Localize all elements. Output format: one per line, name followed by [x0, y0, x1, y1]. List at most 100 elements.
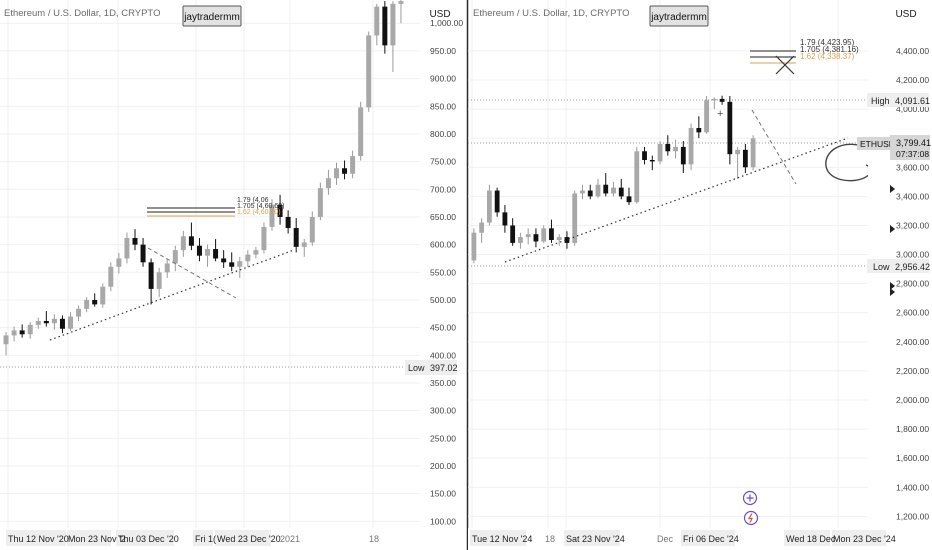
- candle: [680, 141, 686, 174]
- candle: [366, 31, 372, 112]
- right-price-tag-value: 3,799.41: [896, 138, 931, 148]
- candle-body: [471, 232, 477, 261]
- candle: [665, 135, 671, 156]
- y-tick-label: 350.00: [430, 378, 456, 388]
- right-high-marker-box: [867, 93, 929, 107]
- y-tick-label: 4,400.00: [896, 46, 929, 56]
- right-chart-pane[interactable]: 1.79 (4,423.95) 1.705 (4,381.16) 1.62 (4…: [468, 0, 932, 550]
- right-dashed-projection[interactable]: [751, 109, 797, 185]
- candle: [727, 96, 733, 165]
- candle-body: [148, 262, 154, 289]
- candle-body: [3, 335, 9, 345]
- candle-body: [680, 146, 686, 165]
- candle-body: [502, 212, 508, 226]
- left-x-label: Thu 03 Dec '20: [118, 534, 179, 544]
- left-x-label: Thu 12 Nov '20: [8, 534, 69, 544]
- y-tick-label: 150.00: [430, 489, 456, 499]
- left-x-label-box-5: [215, 530, 271, 546]
- candle: [43, 311, 49, 327]
- candle: [595, 178, 601, 198]
- candle: [611, 181, 616, 197]
- left-vertical-gridlines: [7, 0, 374, 528]
- right-fib-label-1: 1.79 (4,423.95): [800, 38, 855, 47]
- right-x-label: Dec: [657, 534, 674, 544]
- candle-body: [277, 204, 283, 217]
- candle-body: [587, 190, 593, 197]
- right-x-label-box-1: [470, 530, 526, 546]
- candle: [673, 139, 678, 159]
- candle: [301, 239, 307, 257]
- candle: [84, 297, 90, 313]
- candle: [132, 229, 138, 251]
- y-tick-label: 1,000.00: [430, 18, 463, 28]
- left-x-label: Mon 23 Nov '2: [68, 534, 126, 544]
- candle-body: [43, 321, 49, 324]
- candle-body: [11, 330, 17, 336]
- candle-body: [704, 100, 709, 133]
- candle-body: [572, 193, 578, 243]
- candle-body: [603, 184, 609, 194]
- candle: [742, 144, 748, 174]
- y-tick-label: 650.00: [430, 212, 456, 222]
- candle: [277, 194, 283, 225]
- candle-body: [27, 324, 33, 335]
- right-axis-alert-arrow-icon[interactable]: [890, 288, 895, 296]
- candle: [92, 293, 98, 307]
- candle: [486, 184, 492, 226]
- right-axis-alert-arrow-icon[interactable]: [890, 225, 895, 233]
- right-symbol-title: Ethereum / U.S. Dollar, 1D, CRYPTO: [473, 8, 629, 19]
- candle-body: [374, 6, 380, 36]
- y-tick-label: 2,200.00: [896, 366, 929, 376]
- y-tick-label: 2,800.00: [896, 279, 929, 289]
- candle-body: [188, 236, 194, 246]
- candle: [180, 230, 186, 257]
- y-tick-label: 3,400.00: [896, 191, 929, 201]
- left-price-axis[interactable]: [420, 0, 468, 528]
- candle-body: [229, 262, 235, 267]
- candle: [285, 210, 291, 234]
- candle: [688, 123, 694, 171]
- candle: [229, 252, 235, 272]
- candle-body: [518, 237, 523, 243]
- left-trendline[interactable]: [49, 249, 295, 341]
- candle-body: [719, 98, 725, 102]
- right-x-label-box-3: [564, 530, 620, 546]
- candle: [398, 0, 404, 24]
- left-dashed-projection[interactable]: [147, 247, 237, 299]
- right-axis-alert-arrow-icon[interactable]: [890, 282, 895, 290]
- candle: [572, 190, 578, 246]
- right-axis-alert-arrow-icon[interactable]: [890, 185, 895, 193]
- candle: [696, 116, 702, 139]
- candle-body: [253, 250, 259, 255]
- candle-body: [742, 149, 748, 168]
- right-price-tag-box[interactable]: [890, 135, 930, 160]
- candle-body: [35, 321, 41, 325]
- left-currency-label[interactable]: USD: [429, 9, 450, 20]
- candle: [649, 155, 655, 171]
- right-currency-label[interactable]: USD: [895, 9, 916, 20]
- candle-body: [196, 245, 202, 256]
- y-tick-label: 4,000.00: [896, 104, 929, 114]
- y-tick-label: 200.00: [430, 461, 456, 471]
- candle-body: [116, 258, 122, 267]
- candle-body: [100, 286, 106, 305]
- candle-body: [525, 234, 531, 238]
- candle: [27, 322, 33, 339]
- candle: [533, 228, 539, 248]
- y-tick-label: 850.00: [430, 101, 456, 111]
- candle-body: [366, 35, 372, 108]
- y-tick-label: 900.00: [430, 74, 456, 84]
- candle: [333, 162, 339, 185]
- candle-body: [611, 187, 616, 194]
- candle-body: [564, 237, 570, 243]
- right-author-tag-box: [649, 5, 709, 27]
- y-tick-label: 3,000.00: [896, 250, 929, 260]
- candle-body: [580, 190, 585, 194]
- candle-body: [245, 254, 251, 262]
- candle-body: [205, 249, 211, 256]
- candle: [269, 199, 275, 231]
- left-chart-pane[interactable]: 1.79 (4,06 1.705 (4,60.60) 1.62 (4,60.00…: [0, 0, 468, 550]
- candle: [116, 252, 122, 274]
- candle: [140, 237, 146, 267]
- right-trendline[interactable]: [504, 137, 849, 263]
